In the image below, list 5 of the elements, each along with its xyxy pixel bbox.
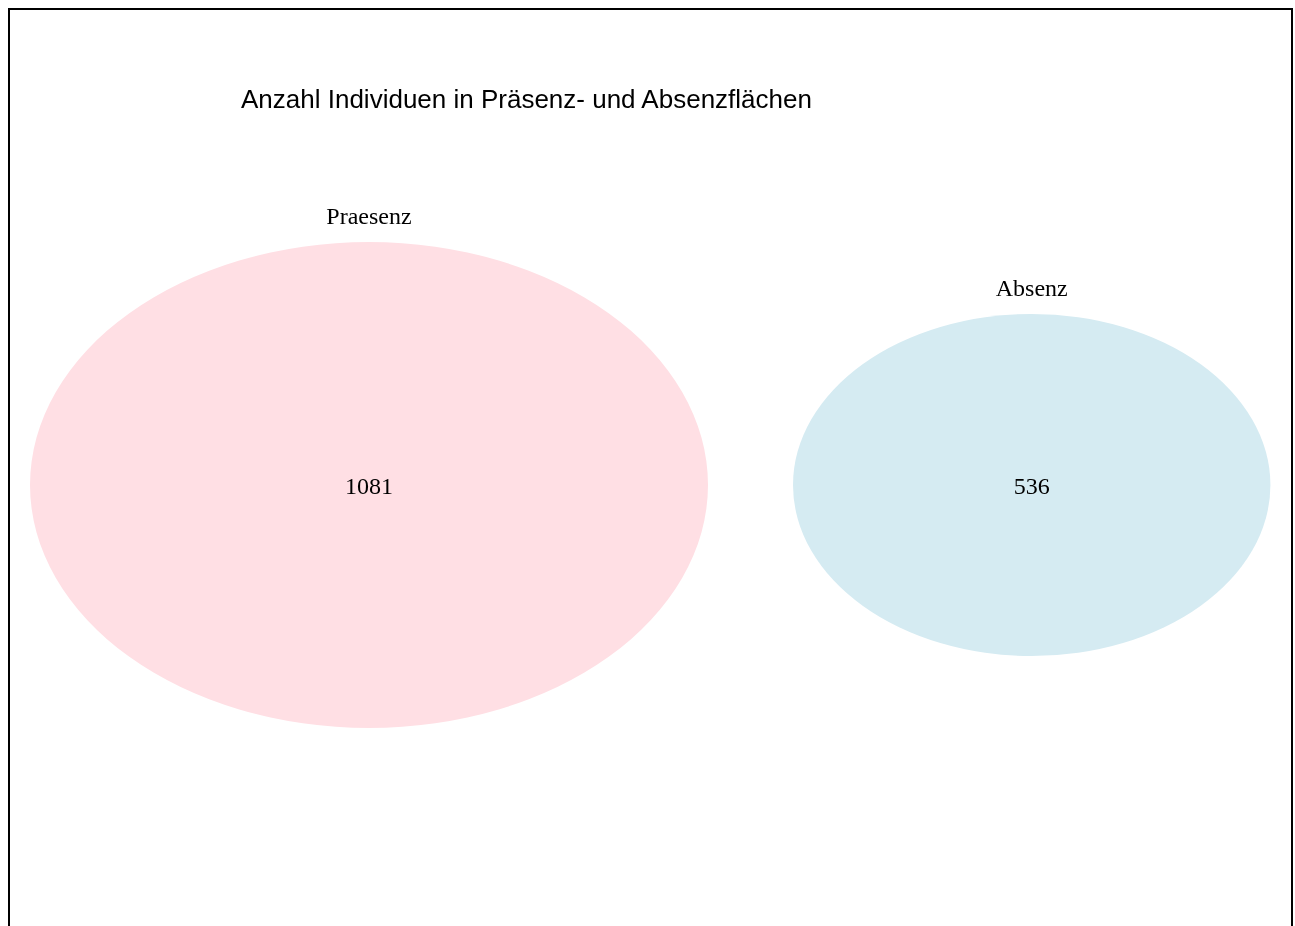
- category-label: Praesenz: [326, 203, 412, 230]
- data-label: 1081: [345, 473, 393, 500]
- data-label: 536: [1013, 473, 1050, 500]
- category-label: Absenz: [995, 275, 1068, 302]
- text: Anzahl Individuen in Präsenz- und Absenzflächen: [241, 84, 812, 115]
